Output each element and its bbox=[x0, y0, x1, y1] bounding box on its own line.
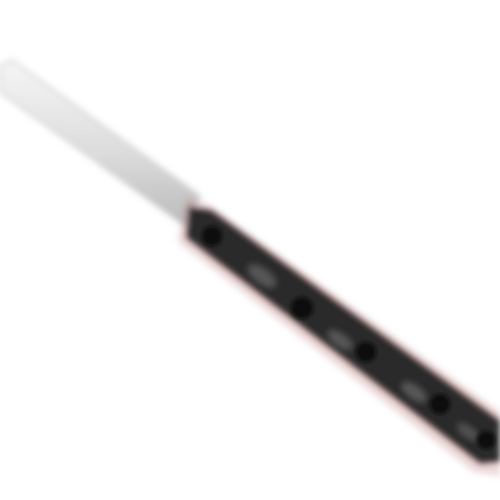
handle-highlight bbox=[457, 423, 479, 441]
handle-highlight bbox=[328, 330, 352, 350]
blade bbox=[0, 58, 202, 230]
handle-highlight bbox=[402, 382, 426, 402]
rivet bbox=[291, 297, 313, 319]
handle-highlight bbox=[248, 265, 276, 287]
rivet bbox=[477, 431, 495, 449]
rivet bbox=[430, 394, 450, 414]
rivet bbox=[356, 342, 376, 362]
rivet bbox=[202, 226, 222, 246]
